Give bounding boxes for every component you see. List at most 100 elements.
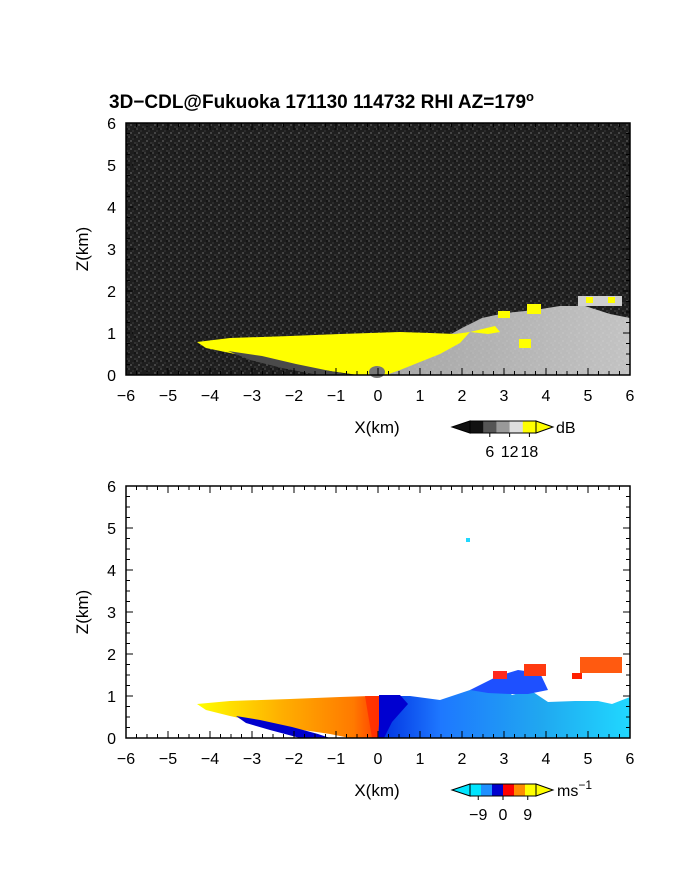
colorbar-tick-label: 18 <box>521 444 539 461</box>
colorbar-2-right-arrow <box>535 783 555 797</box>
x-tick-label: −2 <box>285 388 303 405</box>
y-tick-label: 5 <box>107 521 116 538</box>
y-tick-label: 2 <box>107 647 116 664</box>
velocity-patch <box>493 671 507 679</box>
colorbar-segment <box>522 421 537 433</box>
echo-patch <box>527 304 541 314</box>
saturated-rim <box>470 326 500 334</box>
y-tick-label: 0 <box>107 368 116 385</box>
colorbar-2: ms−1 −9 0 9 <box>450 778 592 824</box>
y-tick-label: 1 <box>107 326 116 343</box>
y-tick-label: 4 <box>107 200 116 217</box>
colorbar-tick-label: −9 <box>469 807 487 824</box>
y-tick-label: 6 <box>107 116 116 133</box>
x-tick-label: −4 <box>201 388 219 405</box>
colorbar-1-right-arrow <box>535 420 555 434</box>
colorbar-2-left-arrow <box>450 783 471 797</box>
echo-patch <box>608 297 615 303</box>
x-tick-label: −1 <box>327 751 345 768</box>
plot-frame-2 <box>125 485 631 739</box>
colorbar-segment <box>525 784 537 796</box>
velocity-patch <box>580 657 622 673</box>
x-tick-label: 3 <box>500 388 509 405</box>
x-tick-label: 4 <box>542 388 551 405</box>
colorbar-tick-label: 6 <box>485 444 494 461</box>
colorbar-segment <box>470 421 484 433</box>
colorbar-segment <box>514 784 526 796</box>
y-tick-label: 3 <box>107 605 116 622</box>
x-tick-label: −6 <box>117 388 135 405</box>
x-tick-label: −5 <box>159 751 177 768</box>
x-tick-label: −5 <box>159 388 177 405</box>
positive-velocity-core <box>365 696 381 738</box>
x-tick-label: 6 <box>626 388 635 405</box>
colorbar-1: dB 6 12 18 <box>450 420 576 461</box>
y-tick-label: 4 <box>107 563 116 580</box>
colorbar-2-ticks: −9 0 9 <box>469 796 532 824</box>
colorbar-segment <box>509 421 524 433</box>
colorbar-segment <box>496 421 510 433</box>
y-tick-label: 6 <box>107 479 116 496</box>
y-tick-label: 2 <box>107 284 116 301</box>
colorbar-segment <box>483 421 497 433</box>
colorbar-1-ticks: 6 12 18 <box>485 433 538 461</box>
colorbar-tick-label: 12 <box>501 444 519 461</box>
x-tick-label: 0 <box>374 751 383 768</box>
colorbar-1-unit: dB <box>556 420 576 437</box>
y-tick-label: 3 <box>107 242 116 259</box>
echo-patch <box>498 311 510 318</box>
echo-patch <box>578 296 622 306</box>
x-axis-label-1: X(km) <box>354 418 399 437</box>
x-tick-label: −3 <box>243 388 261 405</box>
x-tick-label: 1 <box>416 388 425 405</box>
colorbar-tick-label: 0 <box>499 807 508 824</box>
y-axis-label-2: Z(km) <box>73 590 92 634</box>
colorbar-segment <box>503 784 515 796</box>
colorbar-2-segments <box>469 783 537 797</box>
colorbar-tick-label: 9 <box>523 807 532 824</box>
colorbar-2-unit: ms−1 <box>557 778 592 800</box>
negative-velocity-sector <box>378 682 630 738</box>
x-tick-label: −6 <box>117 751 135 768</box>
velocity-patch <box>524 664 546 676</box>
y-tick-label: 1 <box>107 689 116 706</box>
figure-title: 3D−CDL@Fukuoka 171130 114732 RHI AZ=179o <box>109 89 534 113</box>
y-axis-label-1: Z(km) <box>73 227 92 271</box>
wind-edge-left <box>236 716 330 738</box>
colorbar-1-left-arrow <box>450 420 471 434</box>
panel-velocity: −6 −5 −4 −3 −2 −1 0 1 2 3 4 5 6 0 1 2 3 4 5 6 X(km) Z(km) m… <box>73 479 635 824</box>
radar-site-shadow <box>369 366 385 378</box>
colorbar-segment <box>481 784 493 796</box>
y-tick-label: 0 <box>107 731 116 748</box>
colorbar-segment <box>492 784 504 796</box>
x-tick-label: 4 <box>542 751 551 768</box>
echo-patch <box>519 339 531 348</box>
x-axis-label-2: X(km) <box>354 781 399 800</box>
plot-frame-1 <box>125 122 631 376</box>
velocity-patch <box>466 538 470 542</box>
x-tick-label: 3 <box>500 751 509 768</box>
x-tick-label: −3 <box>243 751 261 768</box>
x-tick-label: 2 <box>458 751 467 768</box>
x-tick-label: −4 <box>201 751 219 768</box>
velocity-field <box>197 538 630 738</box>
velocity-patch <box>572 673 582 679</box>
saturated-layer <box>197 332 470 375</box>
echo-band <box>378 306 630 375</box>
negative-velocity-core <box>379 695 408 738</box>
x-tick-label: 1 <box>416 751 425 768</box>
x-tick-label: 6 <box>626 751 635 768</box>
echo-patch <box>586 297 593 303</box>
x-tick-label: 2 <box>458 388 467 405</box>
x-tick-label: 5 <box>584 388 593 405</box>
dark-wedge <box>228 351 350 375</box>
colorbar-1-segments <box>469 420 537 434</box>
x-tick-label: −1 <box>327 388 345 405</box>
x-tick-label: 5 <box>584 751 593 768</box>
y-tick-label: 5 <box>107 158 116 175</box>
x-tick-label: −2 <box>285 751 303 768</box>
positive-velocity-sector <box>197 696 381 738</box>
colorbar-segment <box>470 784 482 796</box>
